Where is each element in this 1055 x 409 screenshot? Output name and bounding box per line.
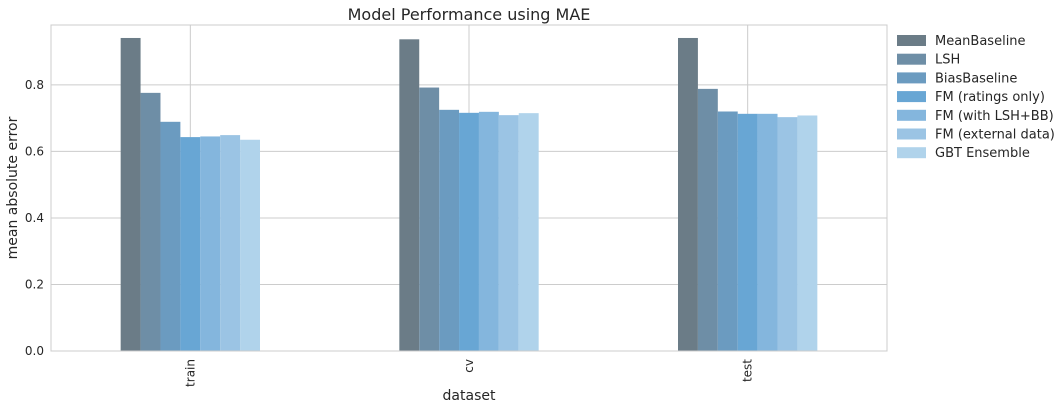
x-tick-label: cv: [462, 359, 476, 373]
y-tick-labels: 0.0 0.2 0.4 0.6 0.8: [25, 78, 44, 358]
legend-label: FM (ratings only): [935, 90, 1045, 105]
bar: [459, 112, 479, 352]
bar: [399, 39, 420, 352]
x-axis-label: dataset: [443, 388, 496, 404]
bars-layer: [120, 37, 818, 352]
legend-swatch: [897, 91, 926, 103]
legend-swatch: [897, 35, 926, 46]
chart-title: Model Performance using MAE: [348, 5, 591, 24]
bar: [737, 113, 758, 352]
x-tick-label: train: [183, 359, 197, 387]
x-tick-labels: train cv test: [183, 359, 754, 387]
legend-swatch: [897, 72, 926, 84]
bar: [120, 37, 141, 351]
legend-label: MeanBaseline: [935, 34, 1026, 49]
bar: [757, 113, 778, 352]
y-axis-label: mean absolute error: [5, 116, 21, 259]
bar: [240, 139, 260, 351]
x-tick-label: test: [741, 359, 755, 382]
bar: [419, 87, 440, 352]
bar: [220, 135, 241, 351]
bar: [777, 117, 798, 351]
bar: [160, 121, 181, 352]
legend-swatch: [897, 147, 926, 159]
legend-label: GBT Ensemble: [935, 146, 1030, 161]
bar: [180, 137, 201, 351]
legend: MeanBaseline LSH BiasBaseline FM (ratings o…: [897, 34, 1055, 161]
legend-label: FM (external data): [935, 128, 1055, 143]
legend-swatch: [897, 128, 926, 140]
legend-swatch: [897, 53, 926, 65]
bar: [797, 115, 818, 352]
bar: [140, 92, 161, 352]
y-tick-label: 0.0: [25, 344, 44, 358]
legend-label: LSH: [935, 53, 960, 68]
y-tick-label: 0.8: [25, 78, 44, 92]
bar: [498, 115, 519, 351]
legend-label: BiasBaseline: [935, 71, 1017, 86]
bar: [697, 88, 718, 351]
bar: [200, 136, 221, 351]
bar: [518, 113, 539, 351]
bar: [478, 111, 499, 351]
plot-frame: [50, 24, 888, 352]
y-tick-label: 0.4: [25, 211, 44, 225]
bar: [439, 109, 460, 351]
legend-swatch: [897, 109, 926, 121]
bar: [678, 37, 698, 351]
legend-label: FM (with LSH+BB): [935, 109, 1054, 124]
y-tick-label: 0.2: [25, 277, 44, 291]
y-tick-label: 0.6: [25, 144, 44, 158]
bar: [717, 111, 738, 351]
